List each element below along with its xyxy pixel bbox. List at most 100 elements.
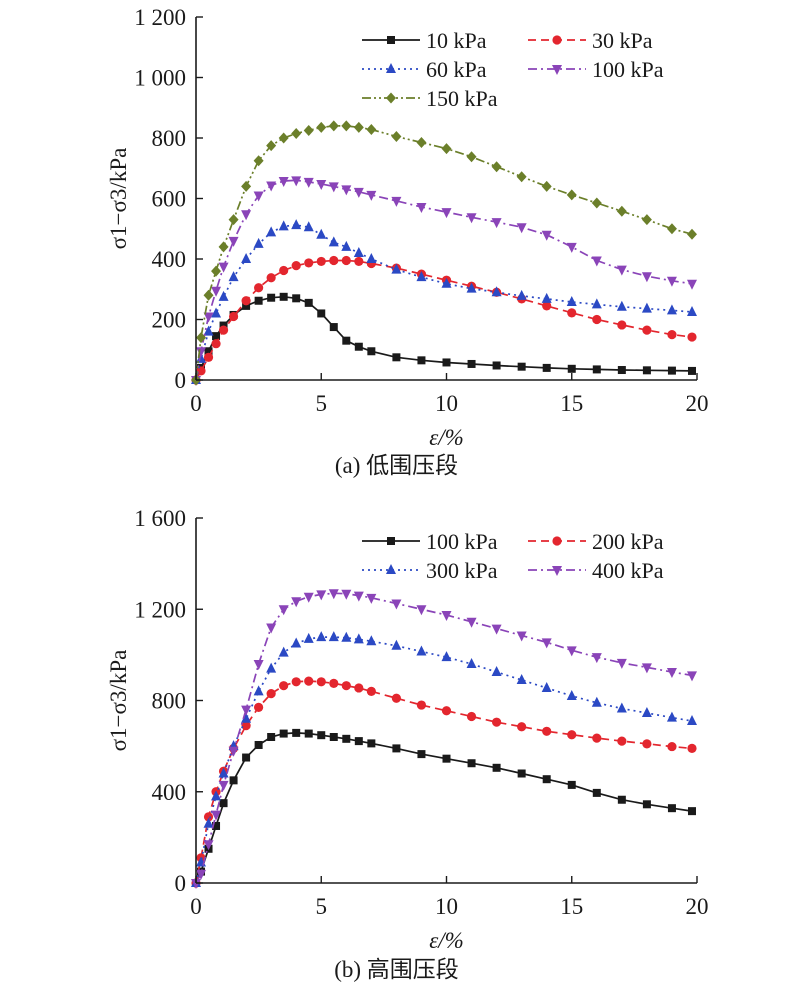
data-point <box>341 631 352 642</box>
data-point <box>516 631 527 642</box>
data-point <box>516 673 527 684</box>
data-point <box>366 124 377 136</box>
data-point <box>203 812 214 822</box>
data-point <box>366 253 377 263</box>
chart-low-confining-pressure: 0 200 400 600 800 1 000 1 200 0 5 10 15 20 ε/% σ1−σ3/… <box>106 5 709 478</box>
x-tick-label: 5 <box>316 894 328 919</box>
data-point <box>592 314 602 325</box>
data-point <box>641 272 652 283</box>
legend: 100 kPa 200 kPa 300 kPa 400 kPa <box>362 529 664 583</box>
data-point <box>278 605 289 616</box>
x-axis-label: ε/% <box>429 928 464 953</box>
data-point <box>616 205 627 217</box>
data-point <box>566 189 577 201</box>
data-point <box>266 273 276 283</box>
data-point <box>492 717 502 727</box>
legend-marker <box>386 564 396 574</box>
legend-marker <box>387 36 395 44</box>
legend-label: 300 kPa <box>426 558 498 583</box>
data-point <box>341 120 352 132</box>
data-point <box>342 734 351 743</box>
data-point <box>542 363 551 372</box>
data-point <box>667 741 677 752</box>
data-point <box>592 365 601 374</box>
y-tick-label: 600 <box>152 187 187 212</box>
legend-label: 60 kPa <box>426 57 487 82</box>
legend-marker <box>552 35 562 45</box>
data-point <box>212 332 221 341</box>
data-point <box>303 177 314 188</box>
data-point <box>303 124 314 136</box>
data-point <box>196 332 207 344</box>
data-point <box>517 362 526 371</box>
data-point <box>241 705 252 716</box>
data-point <box>266 623 277 634</box>
series-line <box>195 592 693 884</box>
data-point <box>616 265 627 276</box>
legend-label: 100 kPa <box>592 57 664 82</box>
data-point <box>329 733 338 741</box>
data-point <box>196 352 207 363</box>
legend-item: 100 kPa <box>528 57 664 82</box>
data-point <box>641 707 652 718</box>
data-point <box>642 739 652 749</box>
data-point <box>442 754 451 763</box>
y-tick-label: 1 000 <box>134 66 186 91</box>
data-point <box>542 726 552 736</box>
data-point <box>667 330 677 340</box>
data-point <box>441 277 452 288</box>
data-point <box>466 617 477 628</box>
series-line <box>195 295 693 381</box>
data-point <box>278 646 289 657</box>
data-point <box>392 744 401 753</box>
legend-label: 200 kPa <box>592 529 664 554</box>
data-point <box>341 589 352 600</box>
data-point <box>329 255 339 266</box>
data-point <box>211 790 222 801</box>
data-point <box>203 840 214 851</box>
series-line <box>195 179 693 381</box>
data-point <box>353 121 364 133</box>
data-point <box>278 132 289 144</box>
data-point <box>416 202 427 213</box>
data-point <box>242 753 251 762</box>
data-point <box>567 730 577 740</box>
data-point <box>278 176 289 187</box>
data-point <box>241 180 252 192</box>
y-tick-label: 1 200 <box>134 597 186 622</box>
data-point <box>218 780 229 791</box>
data-point <box>541 681 552 692</box>
data-point <box>467 759 476 768</box>
data-point <box>366 593 377 604</box>
data-point <box>416 605 427 616</box>
series-line <box>195 224 693 381</box>
data-point <box>204 347 213 356</box>
data-point <box>466 658 477 668</box>
data-point <box>228 311 239 322</box>
data-point <box>491 665 502 676</box>
data-point <box>686 228 697 240</box>
axes: 0 200 400 600 800 1 000 1 200 0 5 10 15 20 <box>134 5 708 416</box>
data-point <box>291 127 302 139</box>
chart-caption: (a) 低围压段 <box>335 453 458 478</box>
data-point <box>566 242 577 253</box>
data-point <box>687 807 696 816</box>
data-point <box>517 722 527 732</box>
data-point <box>291 637 302 648</box>
data-point <box>191 879 201 889</box>
data-point <box>466 282 477 293</box>
data-point <box>591 197 602 209</box>
data-point <box>416 645 427 656</box>
data-point <box>566 646 577 657</box>
legend-item: 200 kPa <box>528 529 664 554</box>
y-tick-label: 0 <box>175 368 187 393</box>
data-point <box>491 161 502 173</box>
data-point <box>316 631 327 642</box>
data-point <box>492 763 501 772</box>
data-point <box>317 731 326 740</box>
data-point <box>253 155 264 167</box>
data-point <box>228 214 239 226</box>
data-point <box>687 366 696 375</box>
data-point <box>266 181 277 192</box>
x-tick-label: 10 <box>435 391 458 416</box>
